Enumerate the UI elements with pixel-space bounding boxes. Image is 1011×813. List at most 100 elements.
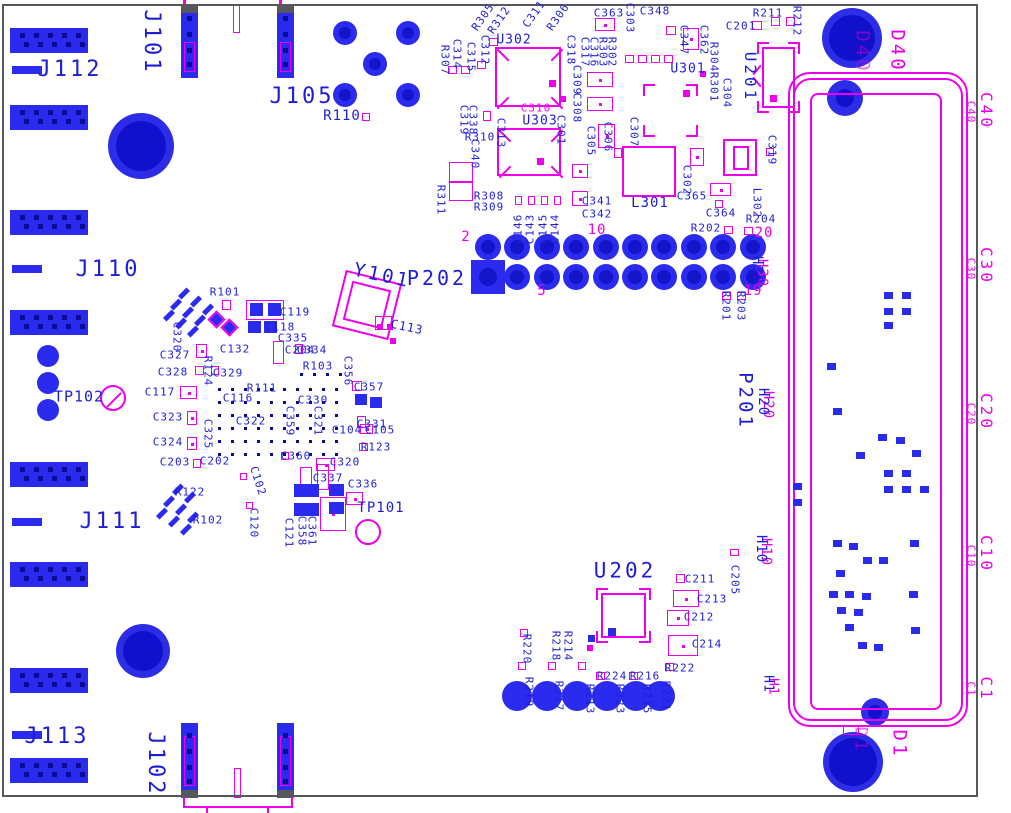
edge-finger-pad[interactable] <box>12 731 42 739</box>
ic-outline[interactable] <box>497 128 564 179</box>
resistor-pad[interactable] <box>592 681 622 711</box>
refdes-label-c334[interactable]: C334 <box>296 343 328 357</box>
refdes-label-c315[interactable]: C315 <box>464 41 478 73</box>
component-symbol[interactable] <box>554 196 561 205</box>
refdes-label-h10[interactable]: H10 <box>753 534 769 564</box>
component-outline[interactable] <box>601 593 646 638</box>
refdes-label-j113[interactable]: J113 <box>24 724 90 749</box>
refdes-label-tp102[interactable]: TP102 <box>53 387 105 406</box>
smd-pad[interactable] <box>588 635 595 642</box>
connector-contact-pad[interactable] <box>912 450 921 457</box>
connector-shroud-outline[interactable] <box>810 93 942 710</box>
component-symbol[interactable] <box>667 610 689 626</box>
slot-pad[interactable] <box>277 6 294 78</box>
component-symbol[interactable] <box>673 590 699 607</box>
connector-contact-pad[interactable] <box>902 308 911 315</box>
component-symbol[interactable] <box>598 124 615 148</box>
connector-contact-pad[interactable] <box>884 322 893 329</box>
smd-pad[interactable] <box>264 321 277 333</box>
connector-pad-bar[interactable] <box>10 668 88 693</box>
refdes-label-r221[interactable]: R221 <box>659 680 673 712</box>
component-symbol[interactable] <box>629 672 638 680</box>
refdes-label-c132[interactable]: C132 <box>219 342 251 356</box>
refdes-label-c145[interactable]: C145 <box>536 213 550 245</box>
connector-contact-pad[interactable] <box>902 470 911 477</box>
refdes-label-r309[interactable]: R309 <box>473 200 505 214</box>
refdes-label-c365[interactable]: C365 <box>676 189 708 203</box>
smd-pad[interactable] <box>294 484 319 497</box>
connector-contact-pad[interactable] <box>793 483 802 490</box>
connector-contact-pad[interactable] <box>845 624 854 631</box>
refdes-label-r214[interactable]: R214 <box>561 630 575 662</box>
edge-finger-pad[interactable] <box>12 265 42 273</box>
component-symbol[interactable] <box>346 492 363 505</box>
refdes-label-c307[interactable]: C307 <box>627 116 641 148</box>
component-symbol[interactable] <box>724 226 733 234</box>
refdes-label-r311[interactable]: R311 <box>434 184 448 216</box>
refdes-label-c20[interactable]: C20 <box>964 402 978 426</box>
component-symbol[interactable] <box>710 183 731 196</box>
component-outline[interactable] <box>622 146 676 197</box>
component-symbol[interactable] <box>449 162 473 182</box>
component-symbol[interactable] <box>196 344 207 358</box>
connector-contact-pad[interactable] <box>793 499 802 506</box>
smd-pad[interactable] <box>355 394 367 405</box>
component-outline[interactable] <box>723 139 757 176</box>
component-symbol[interactable] <box>737 292 746 300</box>
component-symbol[interactable] <box>281 452 289 460</box>
connector-contact-pad[interactable] <box>829 591 838 598</box>
component-symbol[interactable] <box>359 443 368 451</box>
refdes-label-c201[interactable]: C201 <box>725 19 757 33</box>
connector-pad-bar[interactable] <box>10 462 88 487</box>
refdes-label-r103[interactable]: R103 <box>302 359 334 373</box>
component-outline[interactable] <box>762 47 795 108</box>
refdes-label-c306[interactable]: C306 <box>601 121 615 153</box>
component-bracket-outline[interactable] <box>757 42 800 113</box>
refdes-label-j110[interactable]: J110 <box>75 257 141 282</box>
component-symbol[interactable] <box>596 672 605 680</box>
refdes-label-c116[interactable]: C116 <box>222 391 254 405</box>
refdes-label-c329[interactable]: C329 <box>212 366 244 380</box>
smd-pad[interactable] <box>250 303 263 316</box>
connector-contact-pad[interactable] <box>833 408 842 415</box>
refdes-label-c308[interactable]: C308 <box>570 92 584 124</box>
component-symbol[interactable] <box>668 635 698 656</box>
refdes-label-d40[interactable]: D40 <box>886 29 909 73</box>
refdes-label-c356[interactable]: C356 <box>341 355 355 387</box>
refdes-label-r304[interactable]: R304 <box>707 41 721 73</box>
testpoint-ring[interactable] <box>355 519 381 545</box>
component-symbol[interactable] <box>246 502 253 509</box>
component-symbol[interactable] <box>362 113 370 121</box>
component-symbol[interactable] <box>843 725 859 735</box>
component-symbol[interactable] <box>375 316 392 330</box>
refdes-label-c117[interactable]: C117 <box>144 385 176 399</box>
refdes-label-r222[interactable]: R222 <box>664 661 696 675</box>
refdes-label-r203[interactable]: R203 <box>734 290 748 322</box>
connector-contact-pad[interactable] <box>856 452 865 459</box>
component-symbol[interactable] <box>664 55 673 63</box>
refdes-label-c363[interactable]: C363 <box>593 6 625 20</box>
connector-shroud-outline[interactable] <box>788 72 968 727</box>
refdes-label-r302[interactable]: R302 <box>605 36 619 68</box>
component-symbol[interactable] <box>595 18 615 31</box>
refdes-label-c341[interactable]: C341 <box>581 194 613 208</box>
refdes-label-20[interactable]: 20 <box>754 225 774 241</box>
refdes-label-r123[interactable]: R123 <box>360 440 392 454</box>
refdes-label-r217[interactable]: R217 <box>552 680 566 712</box>
refdes-label-c342[interactable]: C342 <box>581 207 613 221</box>
refdes-label-c120[interactable]: C120 <box>247 507 261 539</box>
refdes-label-2[interactable]: 2 <box>461 229 471 245</box>
refdes-label-r101[interactable]: R101 <box>209 285 241 299</box>
refdes-label-r204[interactable]: R204 <box>745 212 777 226</box>
component-symbol[interactable] <box>638 55 647 63</box>
refdes-label-c361[interactable]: C361 <box>305 515 319 547</box>
refdes-label-c118[interactable]: C118 <box>264 320 296 334</box>
connector-contact-pad[interactable] <box>878 434 887 441</box>
refdes-label-tp101[interactable]: TP101 <box>357 500 405 516</box>
refdes-label-c1[interactable]: C1 <box>977 676 996 702</box>
refdes-label-l301[interactable]: L301 <box>631 195 669 211</box>
component-symbol[interactable] <box>730 549 739 556</box>
refdes-label-c144[interactable]: C144 <box>548 213 562 245</box>
refdes-label-c331[interactable]: C331 <box>356 417 388 431</box>
refdes-label-u301[interactable]: U301 <box>670 61 706 77</box>
